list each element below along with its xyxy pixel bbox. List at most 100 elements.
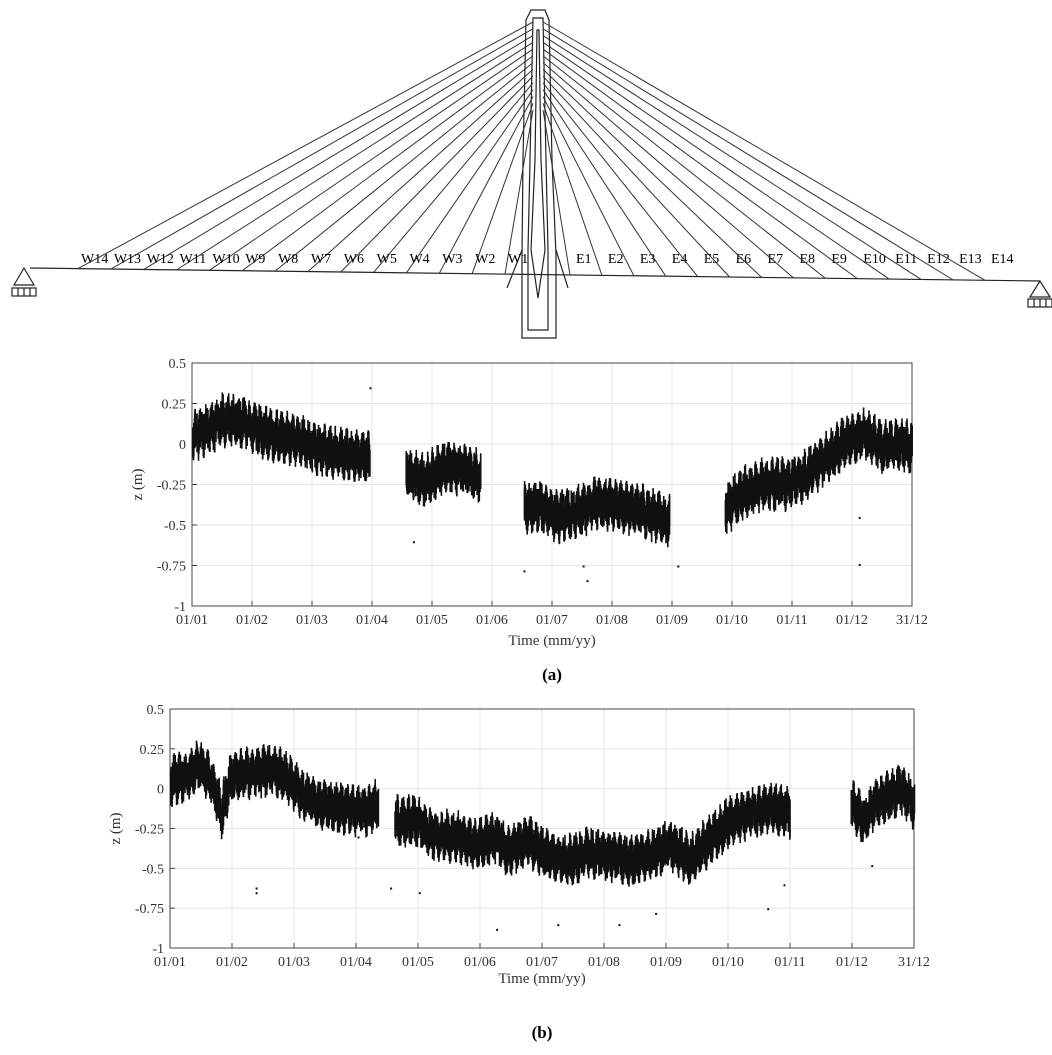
y-axis-label: z (m) <box>130 468 146 500</box>
cable-w11 <box>176 41 534 271</box>
x-tick-label: 01/03 <box>296 613 328 628</box>
data-point-444 <box>350 790 353 826</box>
y-tick-label: 0.5 <box>147 703 165 718</box>
data-point-1302 <box>716 819 719 853</box>
cable-w3 <box>438 96 534 274</box>
data-point-883 <box>546 828 548 866</box>
data-point-1442 <box>773 786 776 821</box>
pylon-flare-left <box>506 249 523 289</box>
data-point-661 <box>455 820 457 855</box>
data-point-906 <box>555 850 557 881</box>
data-point-893 <box>550 841 552 872</box>
data-point-1307 <box>841 417 844 454</box>
data-point-1041 <box>736 490 739 516</box>
x-tick-label: 01/01 <box>176 613 208 628</box>
data-point-1310 <box>720 814 722 846</box>
data-point-1276 <box>706 823 708 867</box>
data-point-509 <box>377 788 380 827</box>
data-point-1004 <box>595 831 597 867</box>
data-point-230 <box>263 748 266 788</box>
data-point-1288 <box>834 435 836 475</box>
outlier-point <box>677 565 680 568</box>
outlier-point <box>582 565 585 568</box>
data-point-733 <box>559 492 562 527</box>
right-support-icon <box>1027 279 1052 308</box>
data-point-680 <box>539 481 541 516</box>
data-point-1261 <box>700 839 702 869</box>
data-point-848 <box>605 489 607 520</box>
data-point-1479 <box>789 800 791 838</box>
data-point-733 <box>484 820 487 850</box>
data-point-858 <box>535 822 538 859</box>
data-point-1097 <box>758 474 761 505</box>
data-point-414 <box>354 433 357 466</box>
data-point-1477 <box>908 434 911 471</box>
x-tick-label: 01/05 <box>402 955 434 970</box>
data-point-1437 <box>771 795 774 827</box>
data-point-398 <box>348 437 351 480</box>
y-tick-label: -0.25 <box>135 823 164 838</box>
data-point-1522 <box>867 801 870 836</box>
data-point-432 <box>362 439 364 470</box>
data-point-200 <box>270 410 273 446</box>
data-point-1511 <box>863 801 865 829</box>
data-point-1576 <box>889 779 892 812</box>
data-point-783 <box>579 498 582 530</box>
cable-e3 <box>542 96 635 276</box>
data-point-162 <box>255 414 258 451</box>
data-point-539 <box>405 809 408 839</box>
data-point-1067 <box>746 479 749 516</box>
y-tick-label: 0.25 <box>140 743 165 758</box>
outlier-point <box>586 580 589 583</box>
data-point-196 <box>249 762 252 788</box>
data-point-257 <box>274 748 277 780</box>
outlier-point <box>412 541 415 544</box>
cable-label: W12 <box>147 252 174 267</box>
data-point-1170 <box>787 459 789 492</box>
data-point-1157 <box>657 828 660 859</box>
data-point-214 <box>276 414 278 452</box>
data-point-376 <box>340 429 342 463</box>
data-point-842 <box>529 816 531 848</box>
cable-e1 <box>542 109 571 276</box>
data-point-537 <box>439 461 441 493</box>
data-point-42 <box>186 766 189 793</box>
data-point-1078 <box>751 472 753 510</box>
data-point-878 <box>616 495 619 528</box>
cable-e9 <box>542 55 826 279</box>
cable-w5 <box>373 82 534 273</box>
x-tick-label: 01/11 <box>774 955 805 970</box>
cable-e5 <box>542 82 699 277</box>
cable-e10 <box>542 48 858 280</box>
data-series <box>170 740 916 931</box>
bridge-diagram: W14 W13 W12 W11 W10 W9 W8 W7 W6 W5 W4 W3 W2 W1 E1 E2 E3… <box>11 9 1052 339</box>
cable-label: W14 <box>81 252 108 267</box>
cable-label: E3 <box>640 252 656 267</box>
data-point-1223 <box>808 446 810 480</box>
cable-label: W6 <box>344 252 364 267</box>
data-point-251 <box>272 754 274 783</box>
x-tick-label: 01/04 <box>340 955 372 970</box>
x-tick-label: 31/12 <box>896 613 928 628</box>
data-point-1342 <box>733 811 735 843</box>
cable-label: E4 <box>672 252 688 267</box>
data-point-1140 <box>650 841 653 874</box>
cable-e11 <box>542 41 890 280</box>
cable-label: E10 <box>863 252 886 267</box>
data-point-1290 <box>835 431 837 467</box>
y-tick-label: -0.5 <box>142 862 164 877</box>
data-point-994 <box>591 830 593 863</box>
cable-e6 <box>542 75 730 278</box>
outlier-point <box>655 912 658 915</box>
data-point-325 <box>319 437 322 472</box>
data-point-969 <box>652 495 655 524</box>
y-tick-label: -0.75 <box>157 560 186 575</box>
data-point-240 <box>267 749 270 782</box>
cable-label: W10 <box>212 252 239 267</box>
data-point-1517 <box>865 805 868 839</box>
data-point-758 <box>495 822 497 850</box>
x-tick-label: 01/10 <box>716 613 748 628</box>
x-tick-label: 01/04 <box>356 613 388 628</box>
data-point-701 <box>547 497 549 537</box>
